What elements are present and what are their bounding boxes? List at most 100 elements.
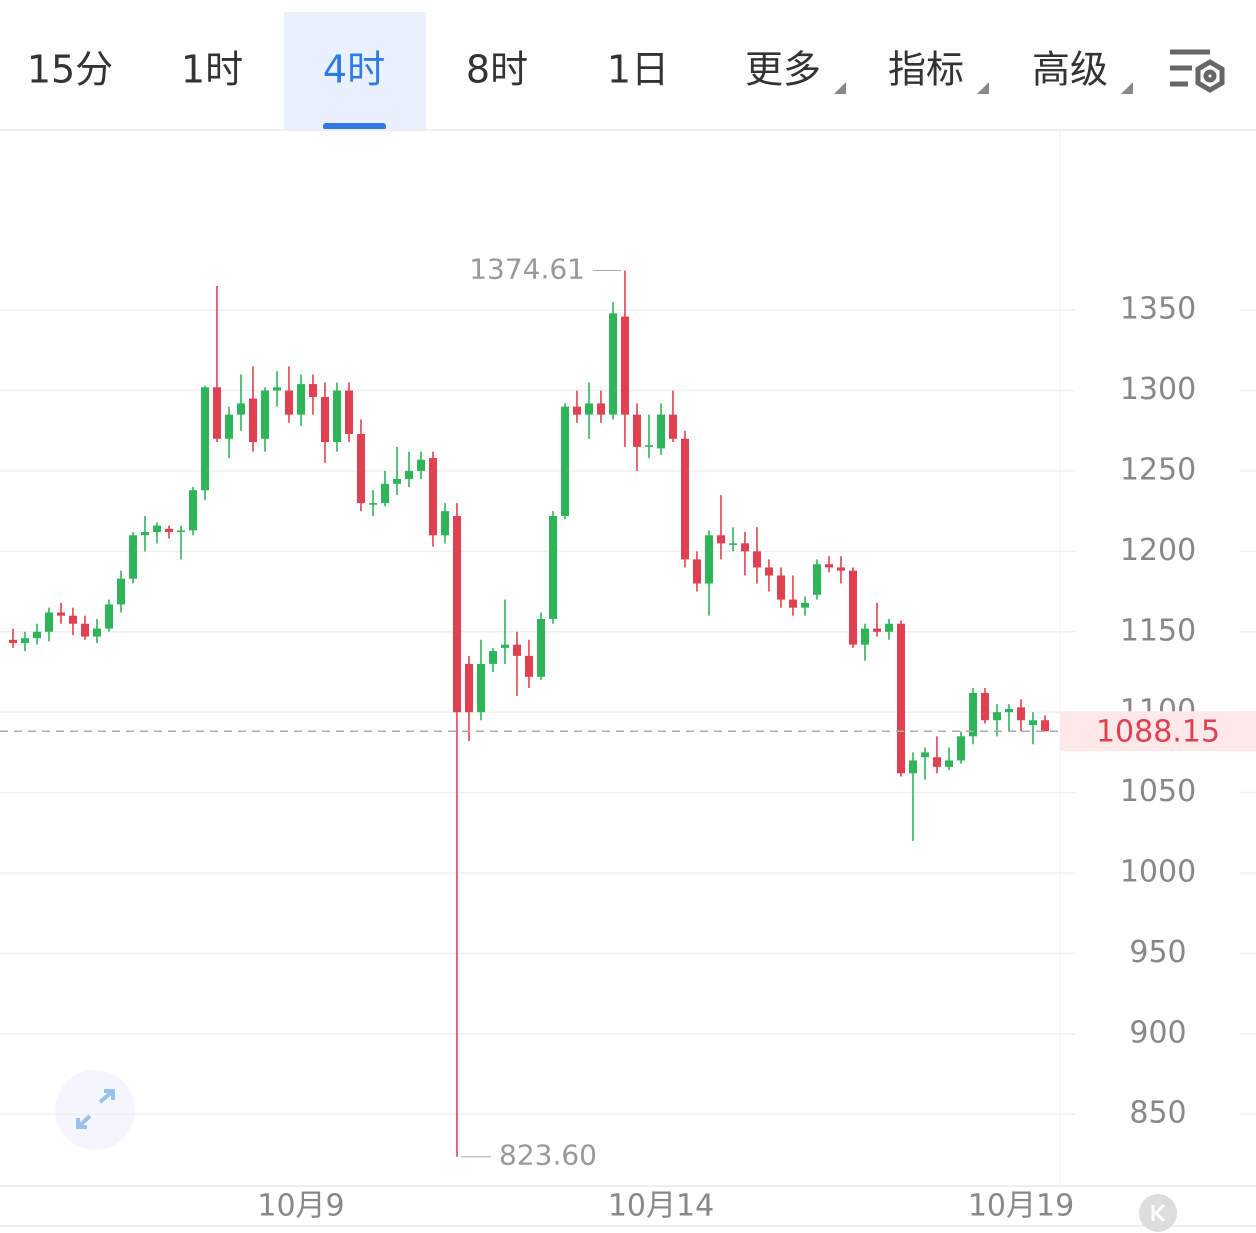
tab[interactable]: 8时 bbox=[466, 48, 528, 92]
candle-body bbox=[837, 567, 845, 571]
candle-body bbox=[717, 535, 725, 544]
tab[interactable]: 更多 bbox=[745, 48, 821, 92]
y-tick-label: 1200 bbox=[1120, 533, 1196, 568]
candle-body bbox=[705, 535, 713, 584]
candle-body bbox=[45, 612, 53, 632]
candle-body bbox=[285, 390, 293, 415]
min-label: 823.60 bbox=[499, 1139, 597, 1172]
candle-body bbox=[357, 433, 365, 504]
candle-body bbox=[789, 599, 797, 608]
candle-body bbox=[477, 663, 485, 713]
candle-body bbox=[273, 387, 281, 391]
candle-body bbox=[165, 528, 173, 533]
dropdown-arrow bbox=[977, 82, 989, 94]
candle-body bbox=[573, 406, 581, 415]
candle-body bbox=[33, 631, 41, 639]
dropdown-arrow bbox=[834, 82, 846, 94]
candle-body bbox=[981, 692, 989, 721]
candle-body bbox=[993, 712, 1001, 721]
candle-body bbox=[177, 530, 185, 533]
candle-body bbox=[429, 458, 437, 536]
candle-body bbox=[309, 384, 317, 397]
candle-body bbox=[729, 543, 737, 545]
tab[interactable]: 15分 bbox=[27, 48, 113, 92]
candle-body bbox=[633, 414, 641, 447]
y-tick-label: 1150 bbox=[1120, 613, 1196, 648]
candle-body bbox=[369, 503, 377, 505]
candle-body bbox=[417, 459, 425, 471]
candle-body bbox=[897, 623, 905, 774]
expand-button[interactable] bbox=[55, 1070, 135, 1150]
candle-body bbox=[93, 628, 101, 637]
candle-body bbox=[489, 651, 497, 664]
candle-body bbox=[345, 390, 353, 434]
settings-icon[interactable] bbox=[1170, 49, 1225, 93]
candle-body bbox=[1029, 720, 1037, 726]
dropdown-arrow bbox=[1121, 82, 1133, 94]
candle-body bbox=[57, 612, 65, 616]
candle-body bbox=[885, 623, 893, 632]
candle-body bbox=[321, 396, 329, 442]
candle-body bbox=[753, 551, 761, 568]
candle-body bbox=[69, 615, 77, 624]
candle-body bbox=[261, 390, 269, 439]
candle-body bbox=[525, 655, 533, 677]
candle-body bbox=[21, 638, 29, 644]
candle-body bbox=[405, 470, 413, 479]
candle-body bbox=[225, 414, 233, 439]
candle-body bbox=[513, 644, 521, 656]
candle-body bbox=[969, 692, 977, 737]
candle-body bbox=[213, 387, 221, 439]
candle-body bbox=[801, 602, 809, 608]
candle-body bbox=[561, 406, 569, 516]
candle-body bbox=[645, 445, 653, 447]
active-tab-bg bbox=[284, 12, 426, 130]
candle-body bbox=[189, 490, 197, 531]
y-tick-label: 1000 bbox=[1120, 855, 1196, 890]
y-tick-label: 1250 bbox=[1120, 452, 1196, 487]
candle-body bbox=[597, 403, 605, 415]
y-tick-label: 850 bbox=[1129, 1096, 1186, 1131]
candle-body bbox=[777, 575, 785, 600]
y-tick-label: 1350 bbox=[1120, 292, 1196, 327]
candle-body bbox=[81, 623, 89, 637]
candle-body bbox=[393, 478, 401, 484]
tab[interactable]: 1日 bbox=[607, 48, 669, 92]
tab[interactable]: 高级 bbox=[1032, 48, 1108, 92]
x-tick-label: 10月14 bbox=[608, 1189, 714, 1224]
candle-body bbox=[105, 604, 113, 629]
candle-body bbox=[849, 570, 857, 645]
candle-body bbox=[453, 515, 461, 713]
candle-body bbox=[669, 414, 677, 439]
candle-body bbox=[201, 387, 209, 491]
candle-body bbox=[681, 438, 689, 560]
candle-body bbox=[1017, 707, 1025, 721]
tab[interactable]: 指标 bbox=[888, 48, 964, 92]
candle-body bbox=[501, 644, 509, 648]
candle-body bbox=[909, 760, 917, 774]
candle-body bbox=[381, 483, 389, 504]
candle-body bbox=[465, 663, 473, 713]
x-tick-label: 10月19 bbox=[968, 1189, 1074, 1224]
y-tick-label: 1300 bbox=[1120, 372, 1196, 407]
active-tab-indicator bbox=[323, 123, 386, 130]
candle-body bbox=[585, 403, 593, 415]
candle-body bbox=[693, 559, 701, 584]
candle-body bbox=[549, 515, 557, 619]
candle-body bbox=[741, 543, 749, 552]
scroll-latest-button[interactable] bbox=[1139, 1194, 1177, 1232]
candle-body bbox=[933, 757, 941, 767]
candle-body bbox=[153, 525, 161, 533]
candle-body bbox=[657, 414, 665, 449]
candle-body bbox=[237, 403, 245, 415]
y-tick-label: 950 bbox=[1129, 935, 1186, 970]
candle-body bbox=[957, 736, 965, 761]
tab[interactable]: 1时 bbox=[181, 48, 243, 92]
candle-body bbox=[1041, 720, 1049, 732]
candle-body bbox=[9, 639, 17, 644]
candle-body bbox=[297, 384, 305, 415]
tab[interactable]: 4时 bbox=[323, 48, 385, 92]
candle-body bbox=[825, 564, 833, 568]
y-tick-label: 1050 bbox=[1120, 774, 1196, 809]
